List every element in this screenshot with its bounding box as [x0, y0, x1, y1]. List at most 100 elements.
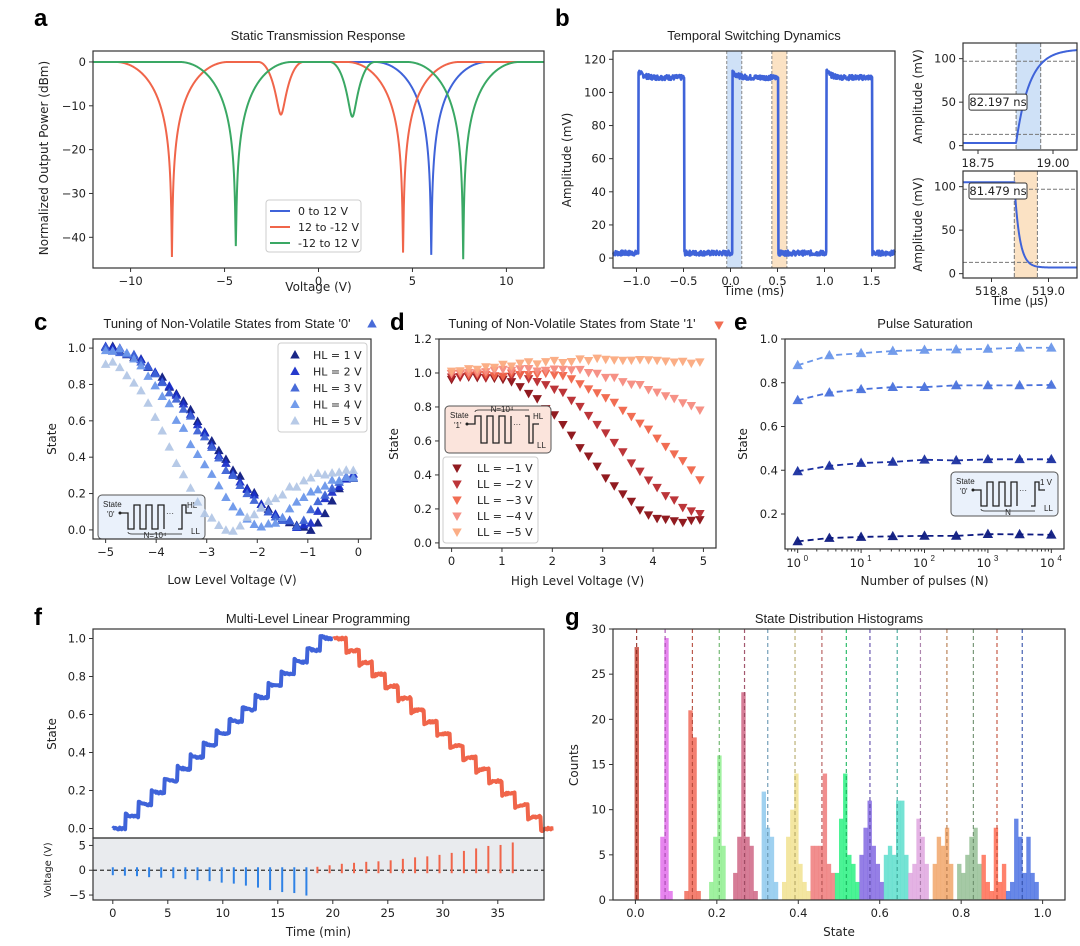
histogram-bar	[993, 827, 999, 900]
data-point	[887, 381, 899, 391]
x-axis-label: Time (μs)	[991, 294, 1048, 308]
data-point	[652, 356, 662, 366]
data-point	[455, 367, 465, 376]
data-point	[660, 442, 671, 452]
inset-n-label: N=10⁴	[144, 531, 167, 540]
y-axis-label: State	[45, 718, 59, 750]
data-point	[192, 449, 203, 459]
data-point	[157, 391, 167, 400]
histogram-bar	[696, 890, 701, 900]
y-tick-label: 0.4	[68, 450, 86, 464]
data-point	[489, 372, 500, 381]
data-point	[136, 360, 146, 370]
legend-marker	[290, 416, 300, 425]
axes-frame	[962, 42, 1078, 151]
data-point	[669, 358, 679, 367]
histogram-bar	[851, 863, 856, 900]
title-triangle-icon	[367, 319, 377, 328]
histogram-bar	[839, 818, 844, 900]
data-point	[115, 343, 125, 353]
inset-ellipsis: ···	[1019, 486, 1027, 495]
chart-title: Temporal Switching Dynamics	[667, 28, 841, 43]
data-point	[115, 362, 125, 372]
data-point	[887, 530, 899, 541]
data-point	[950, 379, 962, 390]
data-point	[652, 388, 662, 398]
histogram-bar	[814, 845, 819, 900]
data-point	[523, 358, 534, 367]
data-point	[669, 517, 679, 526]
data-point	[164, 442, 175, 451]
data-point	[635, 355, 645, 365]
x-tick-label: −5	[97, 545, 114, 559]
data-point	[185, 439, 196, 449]
data-point	[263, 496, 274, 505]
data-point	[618, 406, 628, 416]
inset-start-label: '1'	[454, 421, 462, 430]
data-point	[575, 402, 585, 412]
panel-label-d: d	[390, 309, 405, 336]
x-tick-label: 0.5	[768, 274, 786, 288]
y-tick-label: 0.0	[68, 523, 86, 537]
data-point	[214, 445, 224, 455]
data-point	[824, 349, 835, 360]
data-point	[855, 457, 867, 467]
inset-start-dot	[465, 422, 469, 426]
inset-box	[444, 405, 552, 454]
x-tick-label: 0.6	[871, 906, 889, 920]
data-point	[618, 448, 628, 457]
ramp-up-trace	[111, 634, 334, 832]
data-point	[532, 395, 542, 404]
data-point	[592, 420, 602, 430]
x-axis-label: High Level Voltage (V)	[511, 574, 644, 588]
histogram-bar	[1010, 881, 1015, 900]
legend-marker	[452, 528, 462, 537]
y-tick-label: 0.0	[414, 536, 432, 550]
x-tick-label: 10	[1040, 556, 1055, 570]
y-tick-label: 0.8	[68, 670, 86, 684]
inset-brace	[127, 531, 182, 535]
histogram-bar	[883, 854, 889, 900]
histogram-bar	[749, 845, 754, 900]
histogram-bar	[891, 854, 897, 900]
y-tick-label: 20	[591, 218, 606, 232]
legend-entry: LL = −3 V	[477, 494, 533, 507]
data-point	[635, 506, 645, 515]
y-tick-label: 20	[591, 712, 606, 726]
data-point	[157, 372, 167, 381]
data-point	[249, 509, 259, 519]
y-axis-label-lower: Voltage (V)	[43, 842, 54, 897]
y-tick-label: 50	[941, 95, 956, 109]
axes-frame	[784, 338, 1065, 550]
data-point	[695, 510, 705, 519]
data-point	[207, 513, 217, 522]
x-axis-label: Time (min)	[285, 925, 351, 939]
series-line-2	[93, 60, 544, 260]
y-tick-label: 0.2	[414, 502, 432, 516]
data-point	[291, 521, 302, 531]
y-tick-label: 100	[584, 85, 606, 99]
x-tick-label: 10	[786, 556, 801, 570]
data-point	[199, 459, 210, 469]
data-point	[341, 465, 351, 474]
data-point	[157, 377, 167, 387]
x-tick-label: −5	[216, 274, 233, 288]
x-tick-label: −1	[299, 545, 316, 559]
x-tick-label: 2	[549, 554, 556, 568]
histogram-bar	[879, 881, 885, 900]
data-point	[566, 396, 577, 406]
x-tick-label: −0.5	[670, 274, 698, 288]
y-tick-label: 0.2	[68, 784, 86, 798]
data-point	[192, 497, 203, 506]
histogram-bar	[822, 773, 828, 900]
data-point	[950, 530, 962, 540]
data-point	[107, 357, 118, 366]
data-point	[678, 457, 688, 466]
histogram-bar	[957, 863, 962, 900]
data-point	[256, 502, 267, 512]
upper-axes-frame	[92, 628, 545, 839]
data-point	[129, 349, 139, 359]
data-point	[334, 467, 344, 476]
data-point	[609, 438, 620, 448]
inset-waveform-icon	[120, 504, 192, 530]
